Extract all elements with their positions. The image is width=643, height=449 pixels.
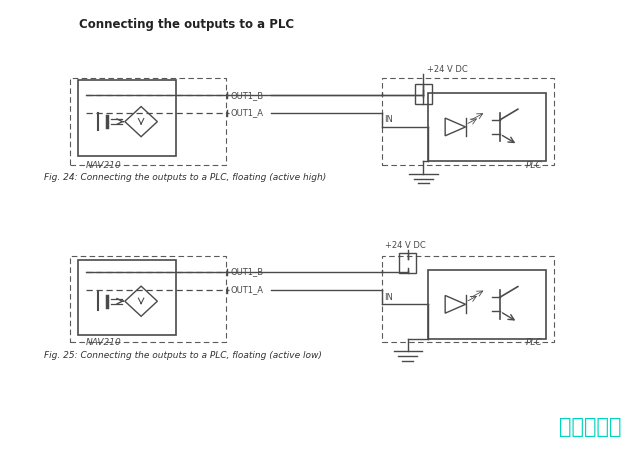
Text: PLC: PLC xyxy=(525,161,542,170)
Text: IN: IN xyxy=(384,293,393,302)
Text: OUT1_B: OUT1_B xyxy=(230,268,264,277)
Text: Fig. 25: Connecting the outputs to a PLC, floating (active low): Fig. 25: Connecting the outputs to a PLC… xyxy=(44,351,322,360)
Text: OUT1_A: OUT1_A xyxy=(230,108,264,117)
Text: NAV210: NAV210 xyxy=(86,161,122,170)
Text: OUT1_A: OUT1_A xyxy=(230,286,264,295)
Text: +24 V DC: +24 V DC xyxy=(385,242,426,251)
Text: OUT1_B: OUT1_B xyxy=(230,91,264,100)
Text: Fig. 24: Connecting the outputs to a PLC, floating (active high): Fig. 24: Connecting the outputs to a PLC… xyxy=(44,173,327,182)
Text: PLC: PLC xyxy=(525,338,542,347)
Text: Connecting the outputs to a PLC: Connecting the outputs to a PLC xyxy=(79,18,294,31)
Text: IN: IN xyxy=(384,114,393,123)
Text: NAV210: NAV210 xyxy=(86,338,122,347)
Text: 自动秒链接: 自动秒链接 xyxy=(559,418,621,437)
Text: +24 V DC: +24 V DC xyxy=(427,66,467,75)
Bar xyxy=(399,253,416,273)
Bar xyxy=(415,84,432,104)
